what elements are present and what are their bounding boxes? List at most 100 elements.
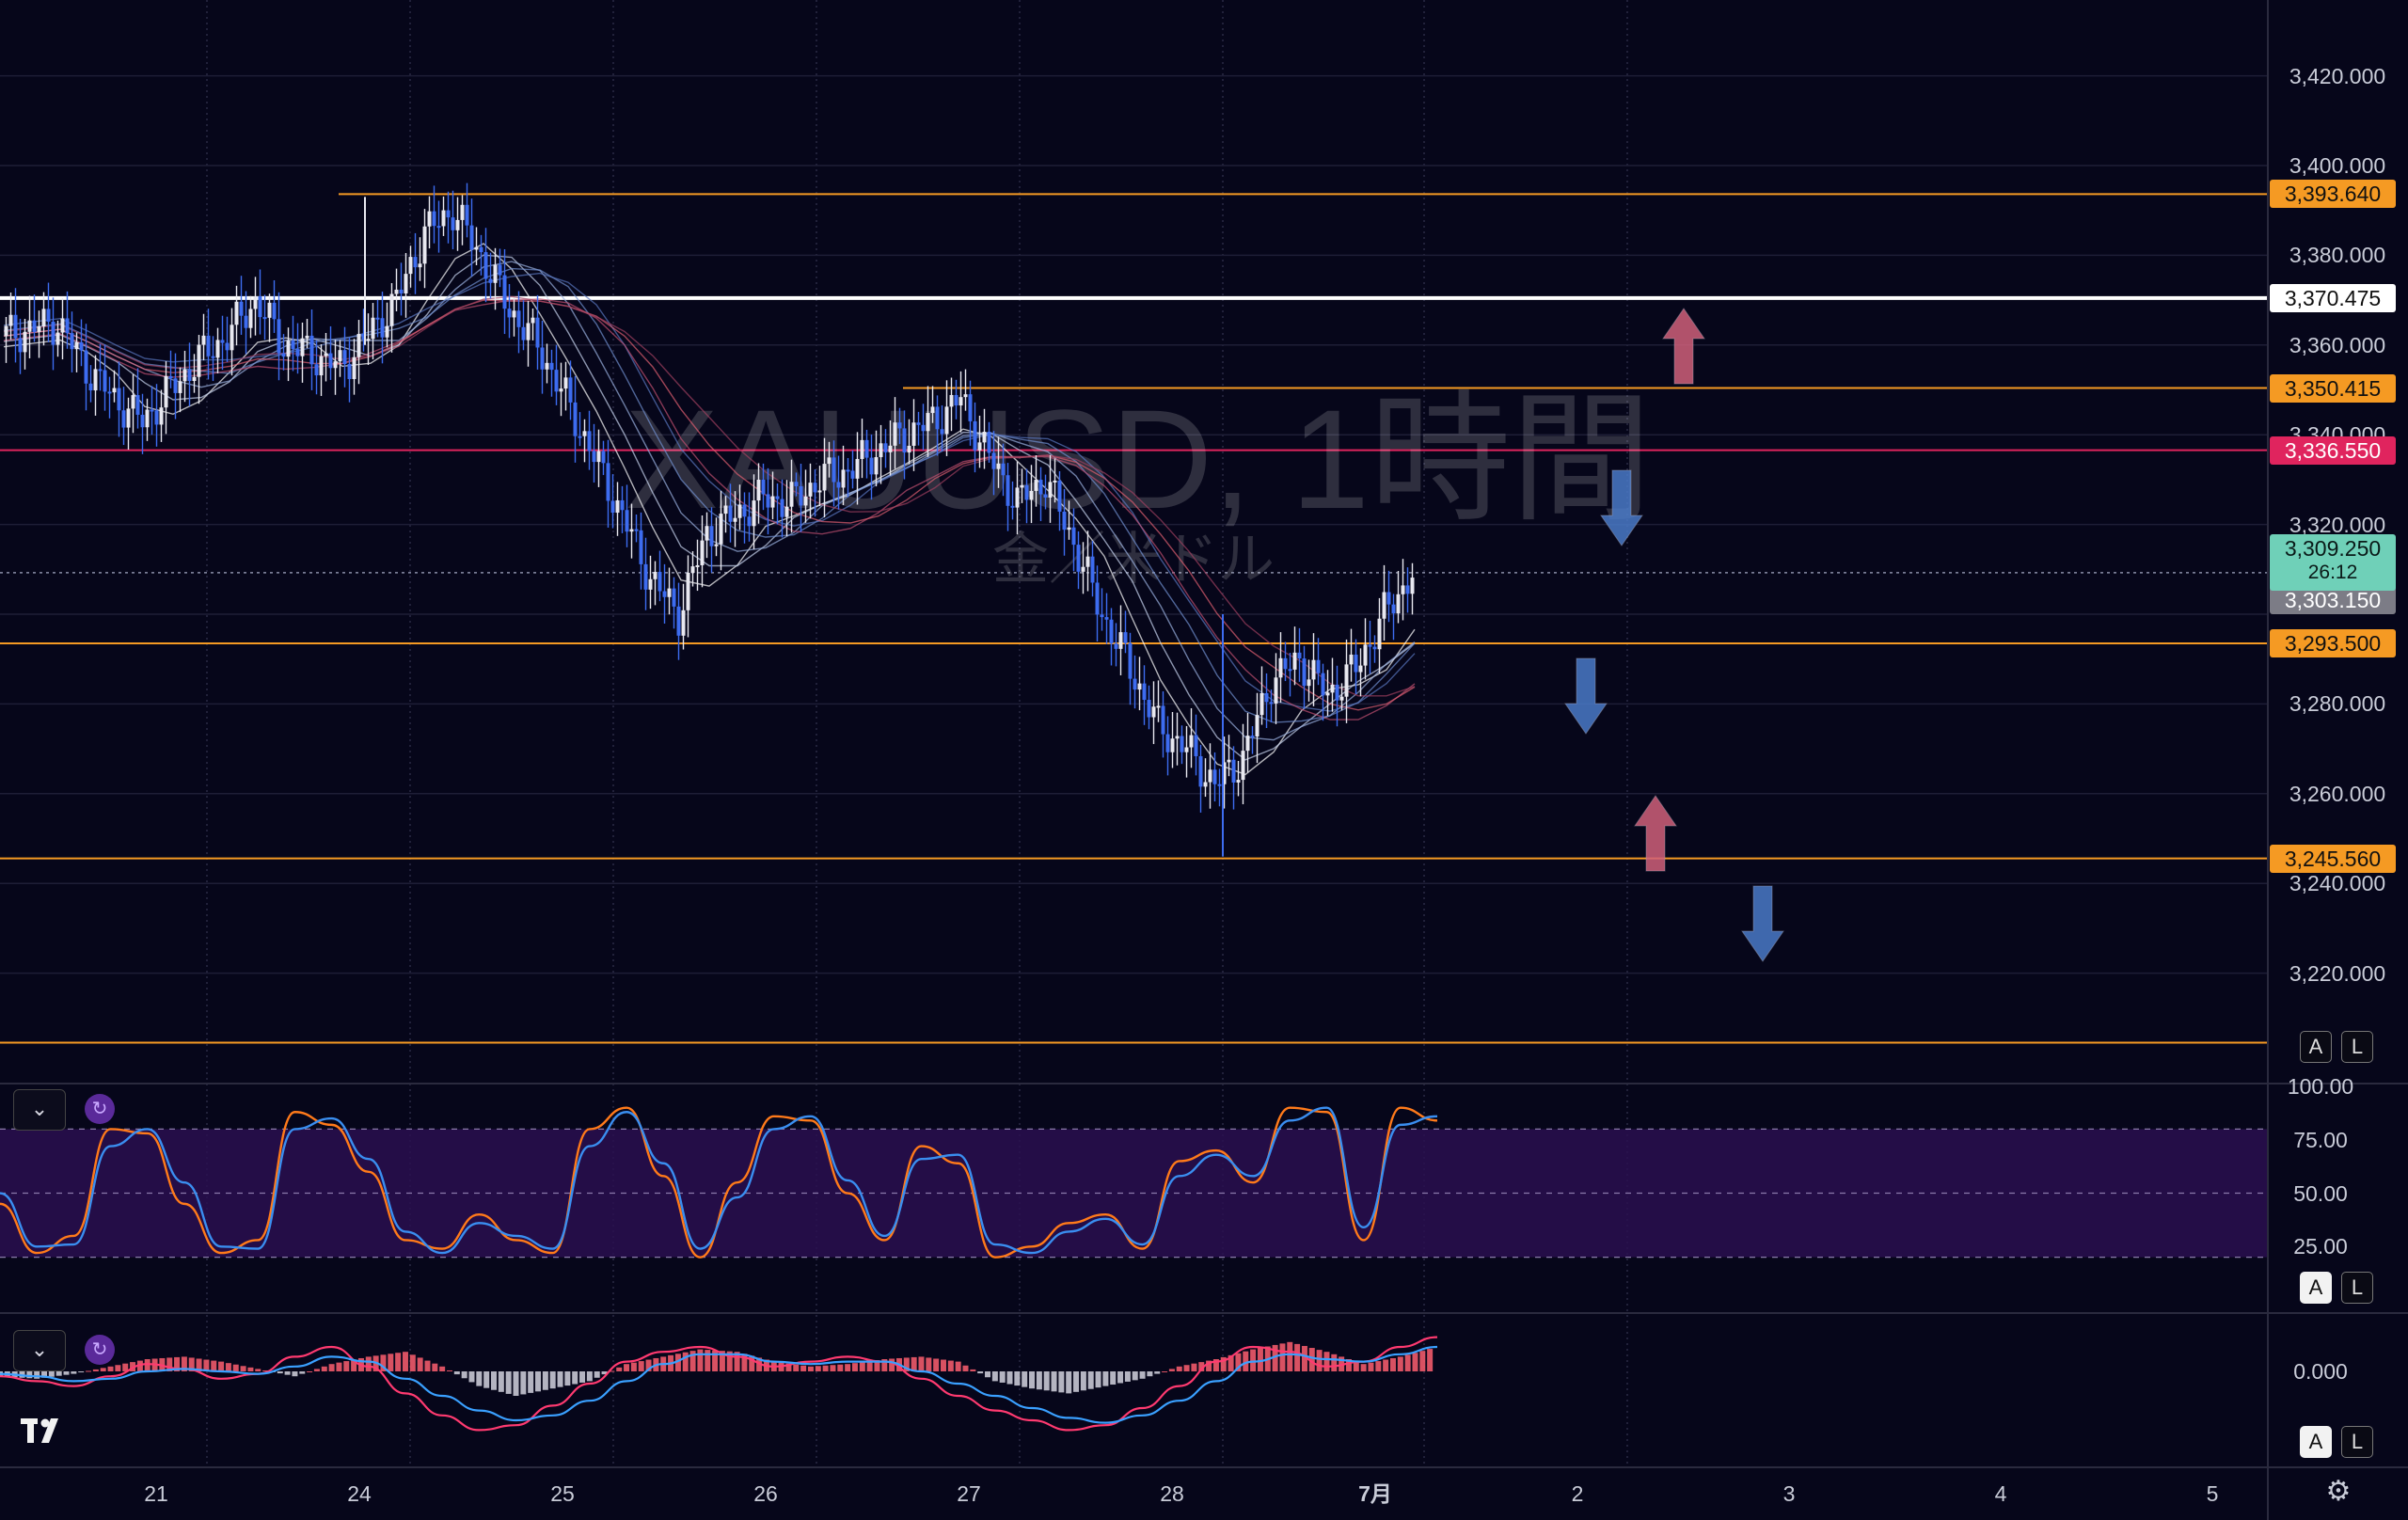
candle-body [991, 452, 996, 469]
macd-hist-bar [321, 1366, 327, 1371]
log-scale-button-macd[interactable]: L [2341, 1426, 2373, 1458]
log-scale-button-stoch[interactable]: L [2341, 1272, 2373, 1304]
candle-body [55, 332, 60, 345]
candle-body [1006, 475, 1010, 506]
candle-body [563, 377, 568, 389]
collapse-stoch-button[interactable]: ⌄ [13, 1089, 66, 1131]
candle-body [1198, 755, 1203, 787]
candle-body [8, 314, 13, 326]
down-arrow-icon[interactable] [1564, 657, 1608, 735]
candle-body [267, 302, 272, 318]
candle-body [596, 451, 601, 463]
tradingview-logo[interactable] [19, 1415, 75, 1447]
macd-hist-bar [1287, 1341, 1293, 1371]
macd-hist-bar [859, 1362, 865, 1371]
ma-line [3, 243, 1416, 776]
macd-hist-bar [1323, 1352, 1330, 1371]
candle-body [780, 499, 784, 517]
time-tick-label: 3 [1782, 1481, 1796, 1506]
macd-hist-bar [92, 1369, 99, 1371]
candle-body [352, 356, 356, 380]
auto-scale-button-stoch[interactable]: A [2300, 1272, 2332, 1304]
price-tick-label: 3,320.000 [2289, 512, 2386, 537]
symbol-watermark: XAUUSD, 1時間 金／米ドル [625, 380, 1652, 593]
macd-hist-bar [564, 1371, 571, 1386]
macd-hist-bar [970, 1369, 976, 1371]
collapse-macd-button[interactable]: ⌄ [13, 1330, 66, 1371]
macd-hist-bar [837, 1364, 844, 1371]
macd-hist-bar [674, 1354, 681, 1371]
macd-hist-bar [1117, 1371, 1124, 1384]
candle-body [324, 353, 328, 356]
ma-line [3, 267, 1416, 723]
candle-body [1062, 511, 1067, 530]
candle-body [98, 369, 103, 372]
down-arrow-icon[interactable] [1741, 885, 1784, 962]
candle-body [709, 526, 714, 546]
macd-hist-bar [388, 1354, 394, 1371]
candle-body [1278, 657, 1283, 678]
candle-body [1043, 494, 1048, 498]
settings-icon[interactable]: ⚙ [2325, 1476, 2352, 1507]
auto-scale-button-main[interactable]: A [2300, 1031, 2332, 1063]
candle-body [314, 364, 319, 376]
candle-body [253, 296, 258, 309]
macd-hist-bar [63, 1371, 70, 1375]
forecast-arrows[interactable] [1564, 308, 1784, 962]
macd-hist-bar [188, 1357, 195, 1371]
macd-hist-bar [78, 1371, 85, 1373]
macd-hist-bar [1250, 1349, 1257, 1371]
macd-hist-bar [918, 1356, 925, 1371]
macd-hist-bar [41, 1371, 48, 1378]
macd-hist-bar [491, 1371, 498, 1390]
time-tick-label: 4 [1994, 1481, 2007, 1506]
ma-line [3, 298, 1416, 720]
candle-body [74, 341, 79, 350]
macd-hist-bar [336, 1362, 342, 1371]
up-arrow-icon[interactable] [1662, 308, 1705, 385]
macd-hist-bar [940, 1359, 946, 1371]
macd-hist-bar [247, 1367, 254, 1371]
price-tag-pink: 3,336.550 [2270, 435, 2396, 465]
grid-lines [0, 0, 2267, 1467]
candle-body [140, 414, 145, 428]
macd-hist-bar [520, 1371, 527, 1395]
macd-hist-bar [1006, 1371, 1013, 1385]
candle-body [51, 321, 55, 345]
candle-body [963, 394, 968, 398]
macd-hist-bar [476, 1371, 483, 1386]
candle-body [827, 457, 832, 465]
candle-body [427, 211, 432, 227]
candle-body [1067, 527, 1071, 530]
candle-body [648, 578, 653, 590]
macd-hist-bar [1404, 1354, 1411, 1371]
log-scale-button-main[interactable]: L [2341, 1031, 2373, 1063]
down-arrow-icon[interactable] [1600, 469, 1643, 546]
stoch-overbought-band [0, 1128, 2267, 1259]
candle-body [610, 500, 615, 514]
chevron-down-icon: ⌄ [30, 1338, 49, 1361]
stoch-tick-label: 50.00 [2293, 1180, 2348, 1206]
macd-hist-bar [1419, 1351, 1426, 1371]
auto-scale-button-macd[interactable]: A [2300, 1426, 2332, 1458]
macd-hist-bar [977, 1371, 984, 1374]
candle-body [973, 420, 977, 451]
macd-cycle-icon[interactable]: ↻ [85, 1335, 115, 1365]
macd-hist-bar [343, 1361, 350, 1371]
candle-body [799, 485, 803, 506]
candle-body [432, 211, 436, 227]
macd-indicator [0, 1336, 1438, 1432]
candle-body [145, 409, 150, 428]
candle-body [512, 310, 516, 318]
macd-hist-bar [1058, 1371, 1065, 1393]
macd-hist-bar [1124, 1371, 1131, 1382]
up-arrow-icon[interactable] [1634, 795, 1677, 872]
stoch-cycle-icon[interactable]: ↻ [85, 1094, 115, 1124]
macd-hist-bar [1176, 1366, 1182, 1371]
macd-hist-bar [1014, 1371, 1021, 1386]
macd-hist-bar [1228, 1354, 1234, 1371]
macd-hist-bar [380, 1354, 387, 1371]
candle-body [488, 278, 493, 283]
